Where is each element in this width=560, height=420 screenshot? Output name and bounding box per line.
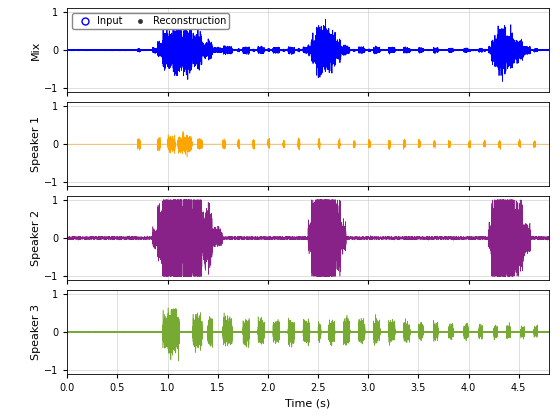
X-axis label: Time (s): Time (s)	[286, 399, 330, 408]
Y-axis label: Mix: Mix	[31, 41, 41, 60]
Y-axis label: Speaker 1: Speaker 1	[31, 116, 41, 172]
Legend: Input, Reconstruction: Input, Reconstruction	[72, 13, 229, 29]
Y-axis label: Speaker 3: Speaker 3	[31, 304, 41, 360]
Y-axis label: Speaker 2: Speaker 2	[31, 210, 41, 266]
